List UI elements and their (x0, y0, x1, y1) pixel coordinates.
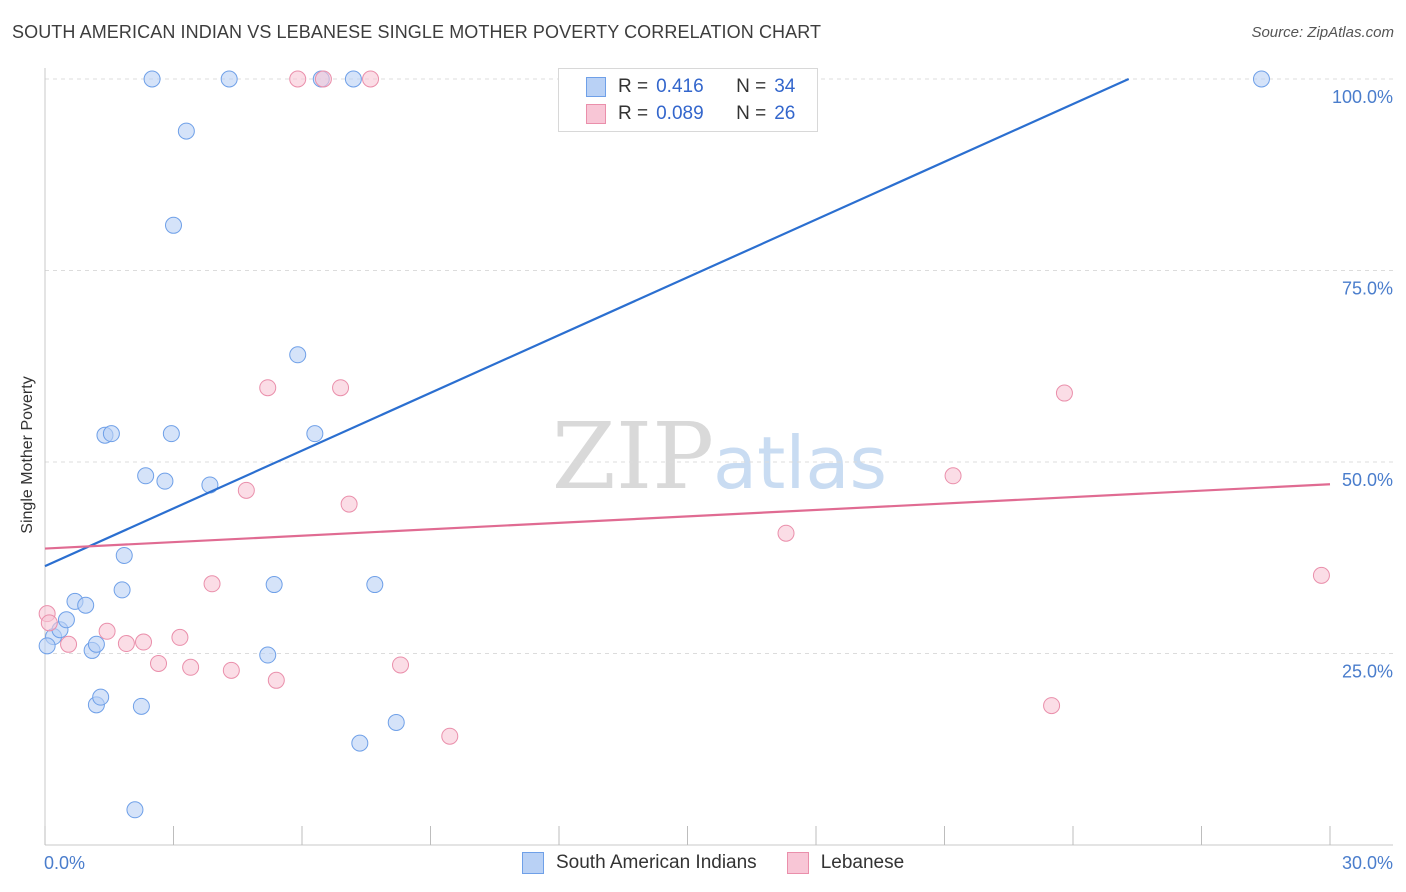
series-legend-label: Lebanese (820, 852, 905, 873)
correlation-legend: R = 0.416 N = 34 R = 0.089 N = 26 (558, 68, 818, 132)
point-south-american-indians (87, 635, 105, 653)
point-south-american-indians (38, 637, 56, 655)
point-lebanese (441, 727, 459, 745)
point-lebanese (40, 614, 58, 632)
point-lebanese (259, 379, 277, 397)
series-swatch-pink (786, 852, 809, 874)
x-tick-label: 0.0% (44, 853, 85, 873)
point-south-american-indians (366, 576, 384, 594)
point-south-american-indians (165, 216, 182, 234)
legend-row-lebanese: R = 0.089 N = 26 (559, 101, 795, 127)
point-lebanese (267, 671, 285, 689)
point-south-american-indians (265, 576, 283, 594)
legend-swatch-blue (586, 77, 606, 97)
point-lebanese (117, 635, 135, 653)
point-south-american-indians (156, 472, 174, 490)
legend-swatch-pink (586, 104, 606, 124)
point-south-american-indians (351, 734, 369, 752)
point-south-american-indians (77, 596, 95, 614)
point-south-american-indians (92, 688, 110, 706)
chart-title: SOUTH AMERICAN INDIAN VS LEBANESE SINGLE… (12, 22, 822, 42)
series-legend-item-south-american-indians[interactable]: South American Indians (522, 852, 757, 874)
point-lebanese (182, 658, 200, 676)
point-lebanese (1312, 566, 1330, 584)
point-south-american-indians (126, 801, 144, 819)
legend-r-value: 0.416 (656, 76, 704, 97)
series-legend-label: South American Indians (556, 852, 757, 873)
point-lebanese (60, 635, 78, 653)
point-south-american-indians (344, 70, 362, 88)
point-south-american-indians (57, 611, 75, 629)
legend-n-value: 26 (774, 103, 796, 124)
point-lebanese (340, 495, 358, 513)
point-south-american-indians (143, 70, 161, 88)
point-south-american-indians (220, 70, 238, 88)
chart-source: Source: ZipAtlas.com (1251, 24, 1394, 41)
y-tick-label: 75.0% (1342, 279, 1393, 299)
point-south-american-indians (137, 467, 155, 485)
point-lebanese (1043, 697, 1061, 715)
point-south-american-indians (306, 425, 324, 443)
point-lebanese (362, 70, 380, 88)
legend-n-label: N = (736, 76, 767, 97)
point-lebanese (203, 575, 221, 593)
point-lebanese (392, 656, 410, 674)
legend-n-value: 34 (774, 76, 796, 97)
legend-r-value: 0.089 (656, 103, 704, 124)
point-lebanese (171, 628, 189, 646)
point-south-american-indians (289, 346, 307, 364)
legend-r-label: R = (618, 103, 649, 124)
point-south-american-indians (115, 546, 133, 564)
point-south-american-indians (177, 122, 195, 140)
point-lebanese (222, 661, 240, 679)
watermark-zip: ZIP (552, 403, 714, 510)
watermark-atlas: atlas (713, 421, 887, 505)
y-tick-label: 50.0% (1342, 470, 1393, 490)
point-south-american-indians (132, 697, 150, 715)
point-south-american-indians (387, 713, 405, 731)
legend-n-label: N = (736, 103, 767, 124)
series-legend: South American Indians Lebanese (522, 852, 934, 874)
point-lebanese (289, 70, 307, 88)
point-south-american-indians (1252, 70, 1270, 88)
legend-r-label: R = (618, 76, 649, 97)
point-south-american-indians (162, 425, 180, 443)
point-lebanese (98, 622, 116, 640)
trendline-south-american-indians (44, 77, 1130, 568)
point-lebanese (944, 467, 962, 485)
point-south-american-indians (102, 425, 120, 443)
legend-row-south-american-indians: R = 0.416 N = 34 (559, 74, 795, 100)
y-tick-label: 25.0% (1342, 662, 1393, 682)
point-lebanese (777, 524, 795, 542)
point-south-american-indians (259, 646, 277, 664)
point-lebanese (150, 654, 168, 672)
series-legend-item-lebanese[interactable]: Lebanese (786, 852, 905, 874)
point-lebanese (135, 633, 153, 651)
y-tick-label: 100.0% (1332, 87, 1393, 107)
series-swatch-blue (522, 852, 544, 874)
point-south-american-indians (113, 581, 131, 599)
point-lebanese (237, 481, 255, 499)
point-lebanese (332, 379, 350, 397)
point-lebanese (1055, 384, 1073, 402)
trendline-lebanese (44, 483, 1331, 550)
point-lebanese (314, 70, 332, 88)
x-tick-label: 30.0% (1342, 853, 1393, 873)
